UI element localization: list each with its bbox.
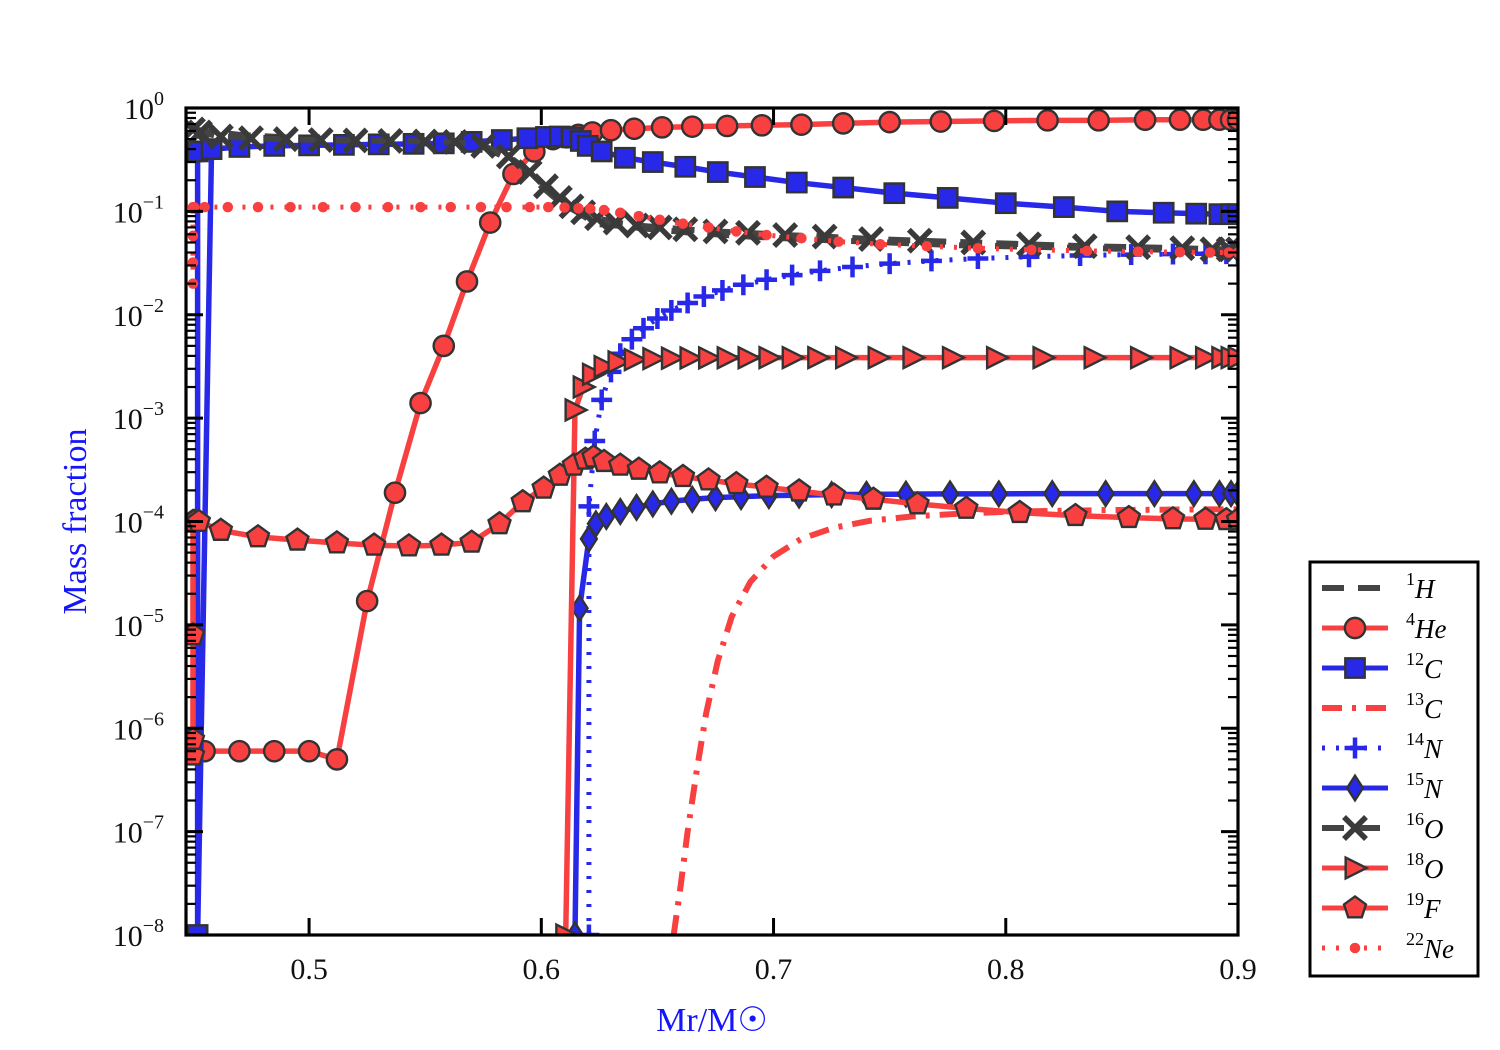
y-tick-label: 10−4: [113, 502, 164, 540]
legend-item-18O[interactable]: 18O: [1322, 849, 1444, 884]
series-15N: [565, 479, 1238, 935]
legend-item-4He[interactable]: 4He: [1322, 609, 1446, 644]
line-16O: [191, 126, 1238, 253]
legend-item-12C[interactable]: 12C: [1322, 649, 1443, 684]
legend-item-16O[interactable]: 16O: [1322, 809, 1444, 844]
markers-15N: [565, 479, 1238, 935]
y-tick-label: 10−2: [113, 295, 164, 333]
y-tick-label: 10−8: [113, 915, 164, 953]
series-4He: [186, 108, 1238, 771]
x-tick-label: 0.9: [1219, 953, 1257, 986]
legend-item-1H[interactable]: 1H: [1322, 569, 1436, 604]
y-axis-title: Mass fraction: [57, 428, 94, 614]
markers-22Ne: [187, 201, 1238, 289]
legend-item-14N[interactable]: 14N: [1322, 729, 1444, 764]
x-tick-label: 0.5: [290, 953, 328, 986]
legend-label: 1H: [1406, 569, 1436, 604]
legend-label: 4He: [1406, 609, 1446, 644]
y-tick-label: 10−7: [113, 812, 164, 850]
y-tick-label: 10−3: [113, 398, 164, 436]
legend-label: 16O: [1406, 809, 1444, 844]
series-13C: [670, 506, 1238, 935]
y-tick-label: 10−5: [113, 605, 164, 643]
y-tick-label: 10−1: [113, 191, 164, 229]
legend-label: 15N: [1406, 769, 1444, 804]
x-axis-ticks: 0.5 0.6 0.7 0.8 0.9: [290, 108, 1257, 986]
x-axis-title: Mr/M☉: [656, 1002, 768, 1039]
legend-box: [1308, 560, 1480, 978]
y-axis-ticks: 100 10−1 10−2 10−3 10−4 10−5 10−6 10−7 10−8: [113, 88, 1238, 953]
line-15N: [572, 490, 1238, 935]
legend-label: 13C: [1406, 689, 1443, 724]
series-22Ne: [187, 201, 1238, 289]
line-13C: [670, 506, 1238, 935]
series-14N: [578, 243, 1238, 935]
markers-18O: [555, 345, 1238, 935]
x-tick-label: 0.8: [987, 953, 1025, 986]
x-tick-label: 0.7: [755, 953, 793, 986]
legend-item-22Ne[interactable]: 22Ne: [1322, 929, 1454, 964]
x-tick-label: 0.6: [523, 953, 561, 986]
legend-item-13C[interactable]: 13C: [1322, 689, 1443, 724]
legend-label: 22Ne: [1406, 929, 1454, 964]
series-layer: [186, 108, 1238, 935]
legend-item-19F[interactable]: 19F: [1322, 889, 1441, 924]
y-tick-label: 100: [124, 88, 164, 126]
series-16O: [186, 116, 1238, 263]
legend-label: 18O: [1406, 849, 1444, 884]
legend-label: 14N: [1406, 729, 1444, 764]
legend-item-15N[interactable]: 15N: [1322, 769, 1444, 804]
markers-14N: [578, 243, 1238, 935]
markers-4He: [186, 108, 1238, 771]
y-tick-label: 10−6: [113, 708, 164, 746]
legend-label: 19F: [1406, 889, 1441, 924]
line-18O: [562, 354, 1238, 935]
legend-label: 12C: [1406, 649, 1443, 684]
series-18O: [555, 345, 1238, 935]
